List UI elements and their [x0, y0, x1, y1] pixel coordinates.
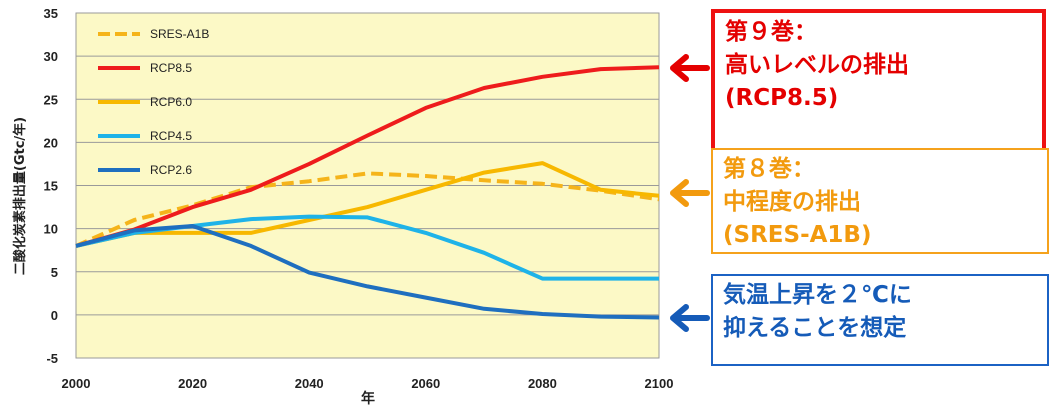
x-tick-label: 2040	[295, 376, 324, 391]
x-tick-label: 2000	[62, 376, 91, 391]
series-line-rcp6-0	[75, 161, 660, 248]
legend-label: RCP4.5	[150, 129, 192, 143]
callout-high-emission-line1: 第９巻：	[725, 19, 817, 45]
y-tick-label: 35	[44, 6, 58, 21]
y-tick-label: 10	[44, 222, 58, 237]
arrow-medium-emission-head	[670, 179, 689, 207]
callout-two-degree: 気温上昇を２℃に 抑えることを想定	[711, 274, 1049, 366]
x-tick-label: 2020	[178, 376, 207, 391]
y-tick-label: 20	[44, 135, 58, 150]
callout-high-emission-line3: (RCP8.5)	[725, 85, 839, 111]
callout-medium-emission-line1: 第８巻：	[723, 156, 815, 182]
x-tick-label: 2060	[411, 376, 440, 391]
x-axis-label: 年	[361, 390, 375, 407]
y-tick-label: 30	[44, 49, 58, 64]
series-line-sres-a1b	[75, 171, 660, 248]
y-axis-label: 二酸化炭素排出量(Gtc/年)	[12, 117, 28, 275]
arrow-high-emission-head	[670, 54, 689, 82]
legend-label: RCP6.0	[150, 95, 192, 109]
series-line-rcp8-5	[75, 65, 660, 248]
callout-high-emission: 第９巻： 高いレベルの排出 (RCP8.5)	[711, 9, 1046, 155]
callout-two-degree-line1: 気温上昇を２℃に	[723, 282, 912, 308]
x-tick-label: 2100	[645, 376, 674, 391]
y-tick-label: 0	[51, 308, 58, 323]
callout-medium-emission-line3: (SRES-A1B)	[723, 222, 872, 248]
callout-medium-emission-line2: 中程度の排出	[723, 189, 861, 215]
legend-label: SRES-A1B	[150, 27, 209, 41]
y-tick-label: 5	[51, 265, 58, 280]
arrow-two-degree	[670, 304, 710, 332]
arrow-two-degree-head	[670, 304, 689, 332]
y-tick-label: -5	[46, 351, 58, 366]
callout-two-degree-line2: 抑えることを想定	[723, 315, 907, 341]
x-tick-label: 2080	[528, 376, 557, 391]
callout-medium-emission: 第８巻： 中程度の排出 (SRES-A1B)	[711, 148, 1049, 254]
y-tick-label: 15	[44, 179, 58, 194]
arrow-high-emission	[670, 54, 710, 82]
arrow-medium-emission	[670, 179, 710, 207]
callout-high-emission-line2: 高いレベルの排出	[725, 52, 909, 78]
series-line-rcp2-6	[75, 224, 660, 320]
y-tick-label: 25	[44, 92, 58, 107]
legend-label: RCP2.6	[150, 163, 192, 177]
legend-label: RCP8.5	[150, 61, 192, 75]
